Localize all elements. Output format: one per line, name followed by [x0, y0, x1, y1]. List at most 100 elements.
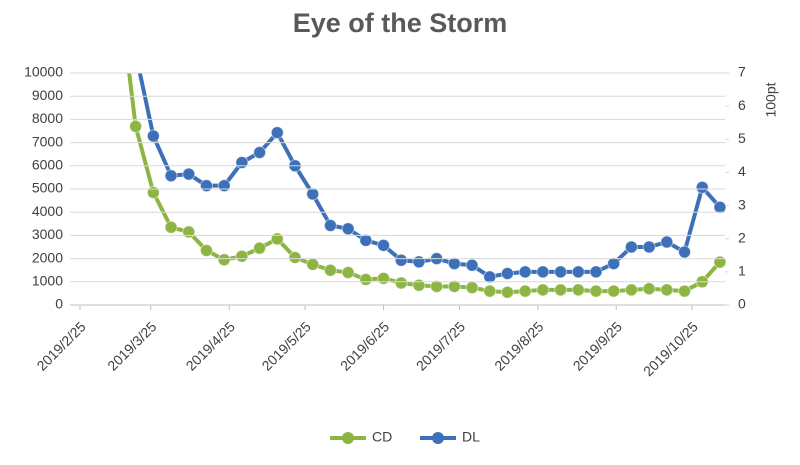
data-point	[678, 245, 692, 259]
data-point	[359, 272, 373, 286]
data-point	[164, 220, 178, 234]
data-point	[341, 222, 355, 236]
data-point	[554, 265, 568, 279]
data-point	[571, 283, 585, 297]
data-point	[412, 278, 426, 292]
x-tick-label: 2019/3/25	[104, 318, 160, 374]
data-point	[129, 119, 143, 133]
y-tick-label: 7000	[32, 133, 63, 149]
plot-area	[127, 47, 727, 299]
data-point	[518, 284, 532, 298]
data-point	[713, 255, 727, 269]
data-point	[536, 283, 550, 297]
data-point	[589, 265, 603, 279]
data-point	[447, 279, 461, 293]
data-point	[270, 232, 284, 246]
data-point	[430, 279, 444, 293]
data-point	[713, 200, 727, 214]
data-point	[217, 253, 231, 267]
data-point	[660, 235, 674, 249]
data-point	[571, 265, 585, 279]
series-line	[137, 73, 722, 279]
data-point	[377, 238, 391, 252]
data-point	[642, 282, 656, 296]
legend-label: CD	[372, 429, 392, 445]
data-point	[536, 265, 550, 279]
data-point	[146, 129, 160, 143]
y-tick-label: 2000	[32, 249, 63, 265]
y-tick-label: 8000	[32, 110, 63, 126]
data-point	[182, 167, 196, 181]
legend-marker	[432, 432, 444, 444]
data-point	[359, 233, 373, 247]
y2-axis-label: 100pt	[763, 82, 779, 117]
legend-marker	[342, 432, 354, 444]
data-point	[465, 281, 479, 295]
x-tick-label: 2019/2/25	[33, 318, 89, 374]
x-tick-label: 2019/7/25	[413, 318, 469, 374]
y2-tick-label: 1	[738, 263, 746, 279]
y-tick-label: 4000	[32, 203, 63, 219]
data-point	[253, 146, 267, 160]
data-point	[341, 266, 355, 280]
data-point	[182, 225, 196, 239]
y-tick-label: 9000	[32, 87, 63, 103]
y-tick-label: 0	[55, 296, 63, 312]
data-point	[306, 187, 320, 201]
data-point	[217, 179, 231, 193]
data-point	[500, 267, 514, 281]
data-point	[607, 257, 621, 271]
x-tick-label: 2019/10/25	[640, 318, 701, 379]
y2-tick-label: 5	[738, 130, 746, 146]
x-tick-label: 2019/6/25	[337, 318, 393, 374]
data-point	[447, 257, 461, 271]
y2-tick-label: 2	[738, 229, 746, 245]
data-point	[164, 169, 178, 183]
data-point	[146, 185, 160, 199]
data-point	[130, 47, 142, 59]
x-tick-label: 2019/9/25	[570, 318, 626, 374]
data-point	[199, 179, 213, 193]
data-point	[235, 155, 249, 169]
data-point	[483, 270, 497, 284]
y2-tick-label: 6	[738, 97, 746, 113]
data-point	[678, 284, 692, 298]
y-tick-label: 5000	[32, 180, 63, 196]
data-point	[554, 283, 568, 297]
x-tick-label: 2019/4/25	[183, 318, 239, 374]
data-point	[377, 271, 391, 285]
y-tick-label: 3000	[32, 226, 63, 242]
y-tick-label: 6000	[32, 157, 63, 173]
data-point	[394, 276, 408, 290]
data-point	[589, 284, 603, 298]
data-point	[483, 284, 497, 298]
data-point	[323, 263, 337, 277]
data-point	[624, 283, 638, 297]
x-tick-label: 2019/5/25	[258, 318, 314, 374]
data-point	[270, 126, 284, 140]
data-point	[465, 258, 479, 272]
data-point	[642, 240, 656, 254]
data-point	[500, 285, 514, 299]
data-point	[306, 257, 320, 271]
data-point	[394, 253, 408, 267]
data-point	[660, 283, 674, 297]
y-tick-label: 10000	[24, 64, 63, 80]
data-point	[518, 265, 532, 279]
data-point	[199, 243, 213, 257]
data-point	[607, 284, 621, 298]
data-point	[235, 249, 249, 263]
chart-title: Eye of the Storm	[293, 8, 508, 38]
y2-tick-label: 3	[738, 196, 746, 212]
y2-tick-label: 0	[738, 296, 746, 312]
y2-tick-label: 4	[738, 163, 746, 179]
data-point	[323, 218, 337, 232]
x-tick-label: 2019/8/25	[491, 318, 547, 374]
legend-label: DL	[462, 429, 480, 445]
y-tick-label: 1000	[32, 273, 63, 289]
data-point	[695, 180, 709, 194]
data-point	[624, 240, 638, 254]
data-point	[412, 255, 426, 269]
y2-tick-label: 7	[738, 64, 746, 80]
